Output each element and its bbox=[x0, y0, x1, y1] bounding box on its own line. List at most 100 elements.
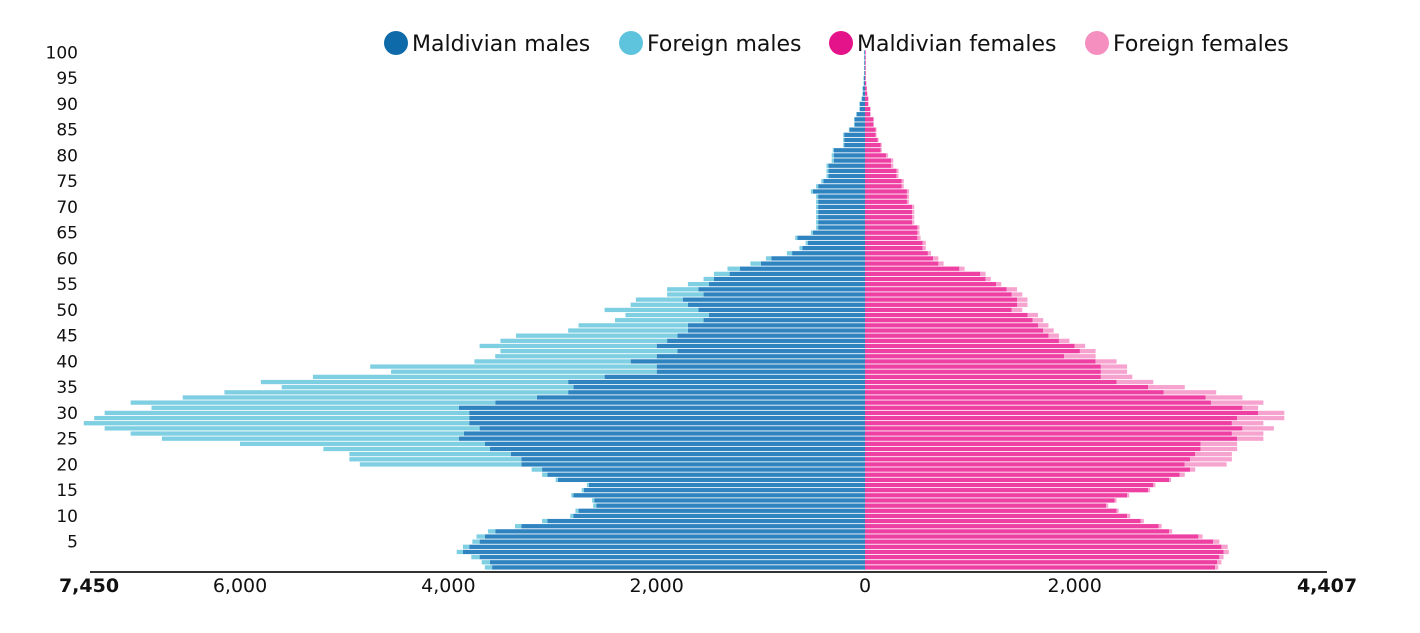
bar-foreign-females-age-83 bbox=[877, 137, 879, 143]
bar-foreign-males-age-75 bbox=[821, 179, 824, 184]
bar-maldivian-females-age-19 bbox=[865, 467, 1190, 472]
bar-foreign-females-age-42 bbox=[1079, 348, 1096, 354]
bar-foreign-males-age-71 bbox=[816, 199, 819, 204]
bar-maldivian-males-age-51 bbox=[687, 302, 865, 307]
bar-foreign-males-age-23 bbox=[323, 446, 491, 452]
bar-foreign-females-age-29 bbox=[1237, 415, 1285, 421]
bar-maldivian-males-age-78 bbox=[828, 163, 865, 168]
bar-maldivian-males-age-39 bbox=[656, 364, 865, 369]
bar-foreign-females-age-58 bbox=[959, 266, 965, 271]
bar-maldivian-females-age-5 bbox=[865, 539, 1214, 544]
bar-maldivian-females-age-97 bbox=[865, 65, 866, 71]
bar-maldivian-females-age-72 bbox=[865, 194, 907, 199]
bar-foreign-females-age-76 bbox=[896, 173, 899, 179]
bar-foreign-females-age-9 bbox=[1140, 518, 1144, 524]
bar-maldivian-females-age-74 bbox=[865, 184, 902, 189]
bar-foreign-males-age-96 bbox=[863, 70, 865, 76]
bar-maldivian-females-age-48 bbox=[865, 318, 1033, 323]
bar-maldivian-females-age-8 bbox=[865, 524, 1159, 529]
bar-foreign-females-age-69 bbox=[912, 209, 915, 215]
bar-maldivian-females-age-95 bbox=[865, 76, 866, 81]
bar-maldivian-males-age-99 bbox=[864, 55, 865, 60]
bar-maldivian-females-age-96 bbox=[865, 70, 866, 76]
bar-foreign-males-age-49 bbox=[625, 312, 709, 318]
bar-foreign-males-age-40 bbox=[474, 359, 631, 364]
bar-foreign-females-age-33 bbox=[1205, 395, 1243, 400]
legend-item-maldivian-males: Maldivian males bbox=[384, 31, 590, 57]
bar-foreign-males-age-51 bbox=[630, 302, 688, 307]
bar-foreign-females-age-7 bbox=[1169, 529, 1173, 534]
bar-foreign-males-age-12 bbox=[593, 503, 597, 508]
bar-maldivian-males-age-33 bbox=[536, 395, 865, 400]
bar-foreign-females-age-61 bbox=[927, 251, 932, 256]
bar-foreign-males-age-42 bbox=[500, 348, 678, 354]
bar-foreign-females-age-84 bbox=[875, 132, 877, 137]
bar-maldivian-females-age-52 bbox=[865, 297, 1018, 302]
bar-maldivian-males-age-82 bbox=[844, 142, 865, 148]
legend-item-maldivian-females: Maldivian females bbox=[829, 31, 1057, 57]
bar-maldivian-males-age-36 bbox=[568, 379, 865, 385]
bar-maldivian-females-age-0 bbox=[865, 565, 1216, 570]
bar-foreign-males-age-94 bbox=[863, 81, 864, 86]
age-tick-label: 45 bbox=[56, 327, 78, 347]
bar-foreign-females-age-86 bbox=[873, 122, 874, 127]
bar-maldivian-males-age-25 bbox=[458, 436, 865, 441]
bar-maldivian-females-age-60 bbox=[865, 256, 934, 261]
bar-maldivian-females-age-42 bbox=[865, 348, 1080, 354]
bar-maldivian-females-age-27 bbox=[865, 426, 1243, 431]
bar-foreign-females-age-63 bbox=[922, 240, 926, 246]
bar-foreign-males-age-4 bbox=[462, 544, 470, 549]
bar-foreign-males-age-38 bbox=[391, 369, 657, 374]
age-tick-label: 100 bbox=[46, 43, 78, 63]
bar-maldivian-males-age-60 bbox=[771, 256, 865, 261]
bar-foreign-females-age-8 bbox=[1158, 524, 1162, 529]
bar-foreign-females-age-38 bbox=[1100, 369, 1128, 374]
bar-foreign-males-age-52 bbox=[635, 297, 683, 302]
bar-foreign-males-age-56 bbox=[703, 276, 714, 282]
bar-maldivian-males-age-68 bbox=[818, 215, 865, 220]
bar-maldivian-males-age-47 bbox=[687, 323, 865, 328]
bar-maldivian-males-age-88 bbox=[856, 112, 865, 117]
bar-foreign-females-age-96 bbox=[865, 70, 867, 76]
bar-maldivian-females-age-46 bbox=[865, 328, 1044, 333]
bar-foreign-males-age-2 bbox=[471, 554, 480, 560]
age-tick-label: 75 bbox=[56, 172, 78, 192]
bar-maldivian-females-age-25 bbox=[865, 436, 1238, 441]
bar-foreign-females-age-23 bbox=[1200, 446, 1238, 452]
bar-foreign-females-age-64 bbox=[917, 235, 921, 240]
bar-maldivian-males-age-24 bbox=[484, 441, 865, 446]
bar-foreign-males-age-58 bbox=[727, 266, 741, 271]
age-tick-label: 90 bbox=[56, 95, 78, 115]
bar-maldivian-females-age-67 bbox=[865, 220, 913, 225]
bar-maldivian-females-age-40 bbox=[865, 359, 1096, 364]
bar-foreign-males-age-35 bbox=[281, 385, 574, 390]
bar-foreign-males-age-74 bbox=[816, 184, 819, 189]
bar-maldivian-males-age-96 bbox=[864, 70, 865, 76]
bar-foreign-females-age-49 bbox=[1027, 312, 1038, 318]
bar-foreign-females-age-39 bbox=[1100, 364, 1128, 369]
bar-foreign-females-age-50 bbox=[1011, 307, 1023, 313]
bar-foreign-females-age-44 bbox=[1058, 338, 1070, 343]
bar-maldivian-males-age-13 bbox=[594, 498, 865, 503]
bar-maldivian-females-age-69 bbox=[865, 209, 913, 215]
bar-maldivian-females-age-2 bbox=[865, 554, 1220, 560]
bar-foreign-females-age-16 bbox=[1153, 482, 1156, 488]
bar-maldivian-males-age-52 bbox=[682, 297, 865, 302]
bar-foreign-females-age-67 bbox=[912, 220, 915, 225]
bar-maldivian-females-age-10 bbox=[865, 513, 1128, 519]
bar-foreign-females-age-45 bbox=[1048, 333, 1059, 338]
bar-foreign-females-age-97 bbox=[865, 65, 867, 71]
bar-foreign-females-age-94 bbox=[866, 81, 867, 86]
bar-maldivian-females-age-81 bbox=[865, 148, 881, 153]
bar-foreign-females-age-81 bbox=[880, 148, 882, 153]
bar-foreign-males-age-82 bbox=[843, 142, 845, 148]
bar-maldivian-females-age-59 bbox=[865, 261, 939, 266]
legend-item-foreign-males: Foreign males bbox=[619, 31, 801, 57]
bar-maldivian-males-age-66 bbox=[818, 225, 865, 230]
bar-maldivian-males-age-62 bbox=[802, 245, 865, 251]
bar-foreign-females-age-55 bbox=[996, 282, 1002, 287]
bar-foreign-males-age-8 bbox=[515, 524, 522, 529]
age-tick-label: 20 bbox=[56, 455, 78, 475]
bar-maldivian-males-age-4 bbox=[469, 544, 865, 549]
bar-maldivian-males-age-17 bbox=[557, 477, 865, 483]
